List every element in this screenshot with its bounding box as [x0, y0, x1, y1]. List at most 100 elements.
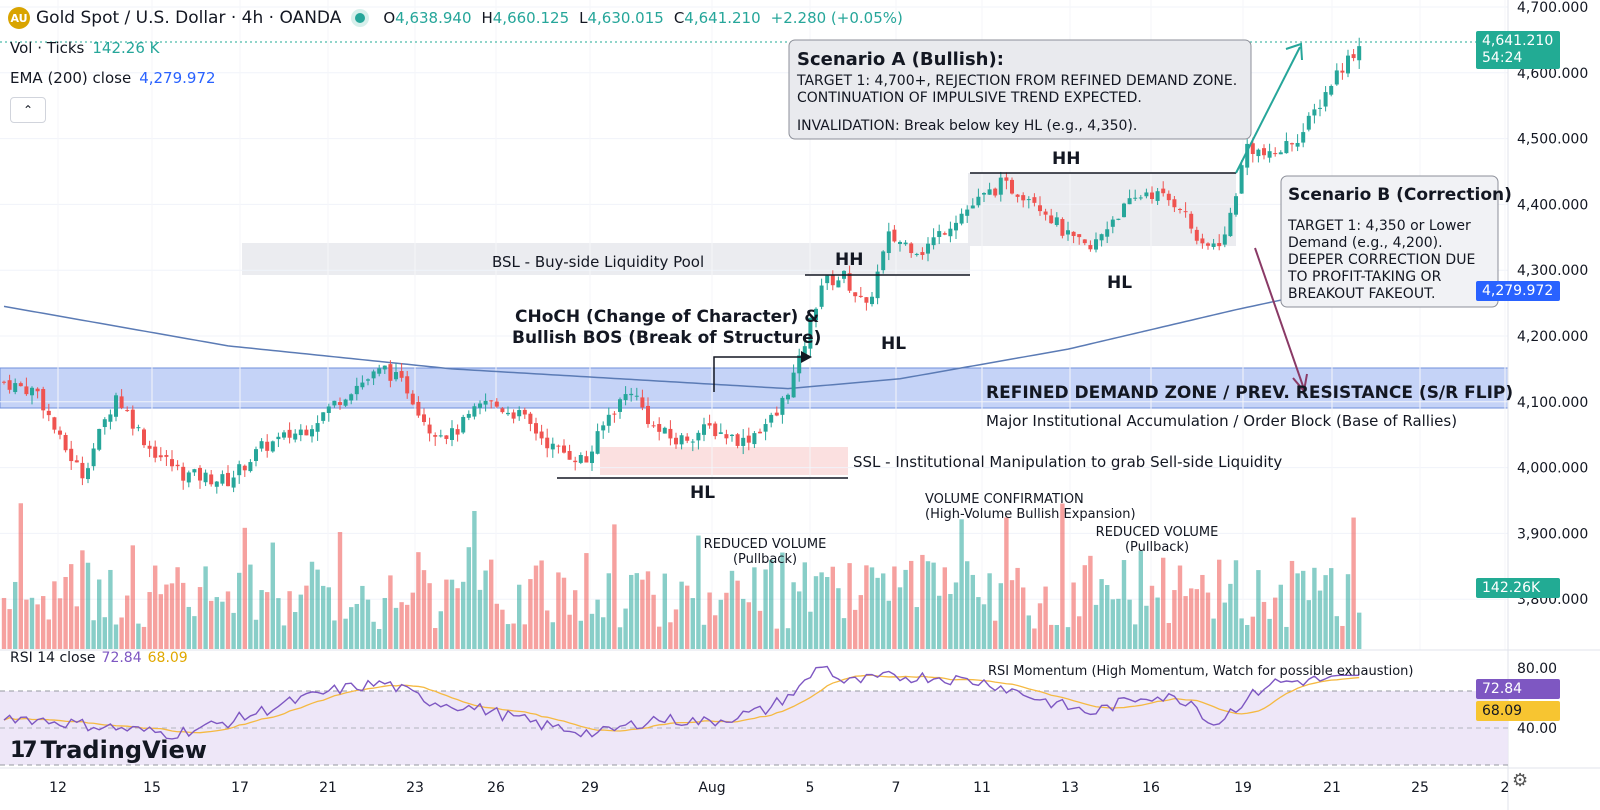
- candle-body: [926, 243, 930, 254]
- candle-body: [394, 372, 398, 380]
- candle-body: [562, 445, 566, 453]
- tradingview-logo[interactable]: 17 TradingView: [10, 736, 207, 764]
- candle-body: [450, 428, 454, 440]
- candle-body: [1015, 194, 1020, 197]
- candle-body: [1234, 196, 1238, 215]
- volume-bar: [293, 612, 298, 649]
- volume-bar: [993, 620, 998, 649]
- candle-body: [500, 408, 505, 413]
- candle-body: [909, 243, 914, 254]
- volume-bar: [774, 628, 779, 649]
- chart-settings-gear-icon[interactable]: ⚙: [1512, 770, 1529, 791]
- volume-bar: [942, 567, 947, 649]
- collapse-legend-button[interactable]: ⌃: [10, 97, 46, 123]
- candle-body: [651, 425, 656, 427]
- volume-bar: [1021, 587, 1026, 649]
- volume-bar: [1273, 597, 1278, 649]
- volume-bar: [897, 587, 903, 649]
- candle-body: [1110, 219, 1115, 227]
- candle-body: [730, 434, 734, 437]
- vol-reduced-1-line2: (Pullback): [733, 552, 797, 567]
- candle-body: [315, 423, 320, 432]
- volume-bar: [220, 601, 225, 649]
- candle-body: [7, 380, 12, 390]
- volume-bar: [1049, 624, 1054, 649]
- candle-body: [164, 455, 169, 457]
- ema-legend[interactable]: EMA (200) close 4,279.972: [10, 69, 216, 87]
- volume-legend[interactable]: Vol · Ticks 142.26 K: [10, 39, 159, 57]
- candle-body: [1082, 239, 1087, 244]
- volume-bar: [1295, 573, 1300, 649]
- volume-bar: [601, 617, 606, 649]
- rsi-lines: [3, 665, 1360, 740]
- volume-bar: [1138, 550, 1143, 649]
- volume-bar: [410, 592, 415, 649]
- candle-body: [203, 472, 208, 483]
- candle-body: [304, 429, 309, 436]
- candle-body: [489, 400, 494, 402]
- candle-body: [1172, 199, 1177, 208]
- candle-body: [13, 383, 18, 393]
- volume-bar: [561, 577, 567, 649]
- volume-bar: [1161, 557, 1166, 649]
- chevron-up-icon: ⌃: [22, 103, 34, 117]
- candle-body: [724, 434, 729, 439]
- volume-bar: [545, 610, 550, 649]
- candle-body: [534, 423, 538, 434]
- candle-body: [976, 196, 981, 206]
- volume-bar: [119, 617, 124, 649]
- volume-bar: [847, 563, 852, 649]
- scenario-b-line3: DEEPER CORRECTION DUE: [1288, 252, 1475, 268]
- volume-bar: [858, 595, 863, 649]
- volume-bar: [231, 612, 236, 649]
- volume-bar: [69, 564, 74, 649]
- candle-body: [147, 445, 152, 449]
- scenario-b-line4: TO PROFIT-TAKING OR: [1287, 269, 1442, 285]
- volume-bar: [393, 607, 399, 649]
- volume-bar: [1054, 624, 1059, 649]
- symbol-title[interactable]: Gold Spot / U.S. Dollar · 4h · OANDA: [36, 8, 342, 28]
- volume-bar: [1205, 592, 1211, 649]
- volume-bar: [1189, 588, 1194, 649]
- price-tick-label: 4,200.000: [1517, 329, 1588, 345]
- volume-bar: [1077, 616, 1082, 649]
- candle-body: [920, 252, 925, 255]
- volume-bar: [192, 616, 197, 649]
- volume-bar: [1116, 598, 1121, 649]
- volume-bar: [433, 628, 438, 649]
- volume-bar: [164, 584, 169, 649]
- volume-bar: [13, 581, 18, 649]
- volume-bar: [673, 609, 679, 649]
- time-tick-label: 7: [892, 780, 901, 796]
- volume-bar: [1183, 596, 1188, 649]
- volume-bar: [853, 609, 858, 649]
- candle-body: [1318, 107, 1322, 109]
- rsi-tick-label: 80.00: [1517, 661, 1557, 677]
- candle-body: [746, 435, 751, 443]
- volume-bar: [1261, 601, 1267, 649]
- volume-bar: [903, 569, 908, 649]
- candle-body: [1245, 143, 1250, 168]
- volume-bar: [981, 604, 987, 649]
- volume-bar: [729, 570, 735, 649]
- candle-body: [433, 435, 438, 437]
- volume-bar: [802, 562, 807, 649]
- candle-body: [343, 399, 348, 406]
- rsi-ma-tag: 68.09: [1476, 701, 1560, 721]
- symbol-header[interactable]: AU Gold Spot / U.S. Dollar · 4h · OANDA …: [8, 6, 903, 30]
- candle-body: [690, 441, 695, 443]
- volume-bar: [511, 623, 516, 649]
- volume-bar: [1289, 560, 1295, 649]
- candle-body: [1250, 143, 1255, 154]
- volume-bar: [147, 592, 152, 649]
- volume-bar: [1, 597, 7, 649]
- volume-bar: [953, 582, 959, 649]
- candle-body: [702, 424, 706, 435]
- rsi-legend[interactable]: RSI 14 close 72.84 68.09: [10, 650, 188, 666]
- volume-bar: [421, 570, 427, 649]
- volume-bar: [864, 565, 869, 649]
- volume-bar: [304, 585, 309, 649]
- candle-body: [186, 472, 191, 483]
- candle-body: [366, 379, 370, 381]
